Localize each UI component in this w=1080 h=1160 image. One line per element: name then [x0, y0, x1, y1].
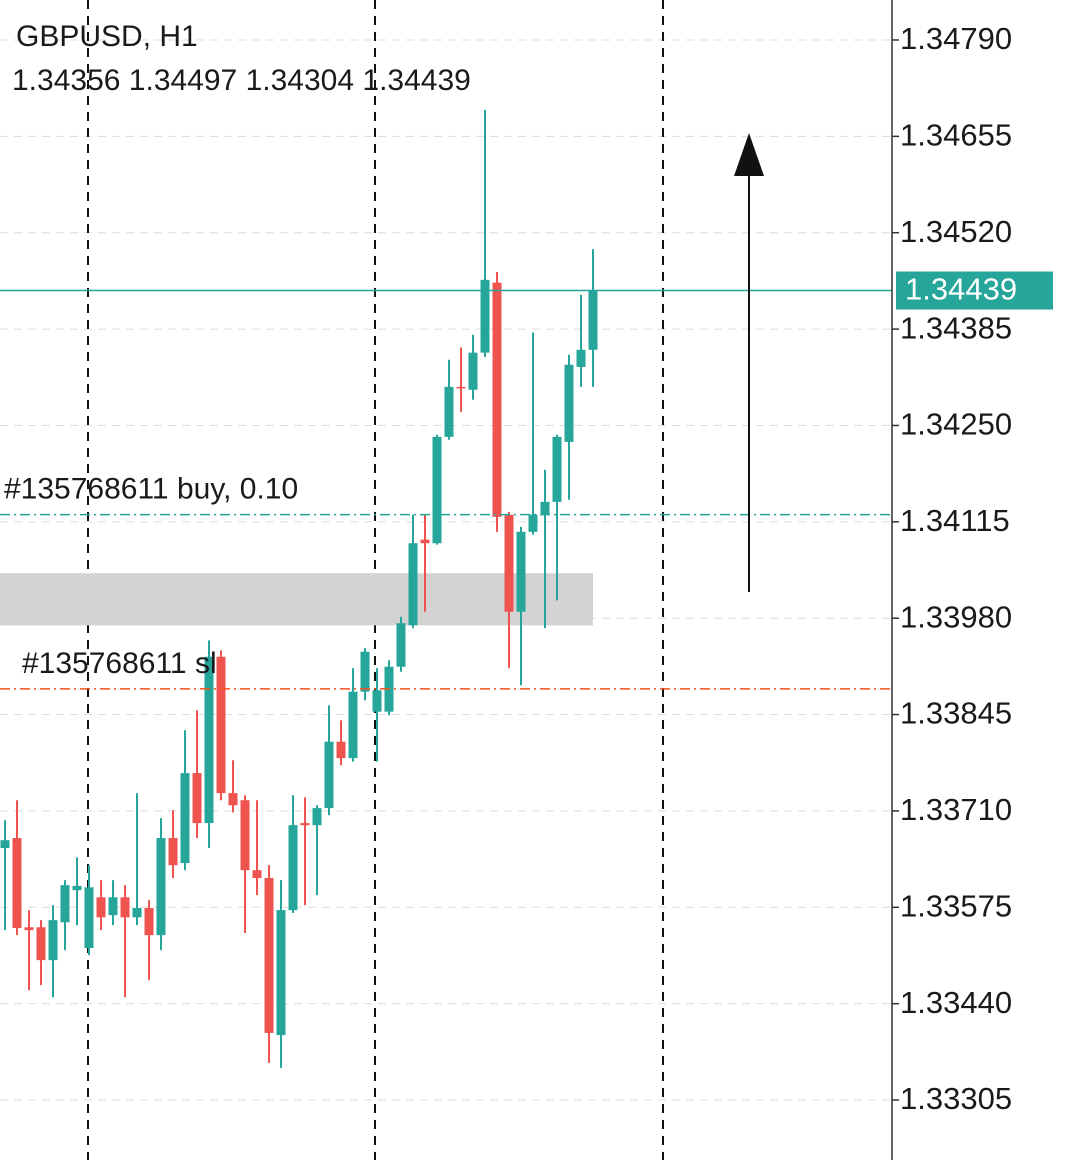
candle-body	[492, 282, 502, 517]
y-tick-label: 1.33980	[900, 599, 1012, 634]
candle-body	[288, 825, 298, 911]
candle-body	[108, 897, 118, 916]
candle-body	[444, 386, 454, 437]
candle-body	[120, 897, 130, 918]
candle-body	[432, 436, 442, 544]
candle-body	[576, 349, 586, 367]
candle-body	[324, 741, 334, 809]
grid	[0, 39, 892, 1101]
candle-body	[12, 838, 22, 928]
y-tick-label: 1.34790	[900, 21, 1012, 56]
price-label: 1.34439	[905, 272, 1017, 307]
candle-body	[252, 870, 262, 879]
candle-body	[528, 514, 538, 532]
candle-body	[396, 623, 406, 667]
y-tick-label: 1.33440	[900, 985, 1012, 1020]
candle-body	[372, 690, 382, 712]
candle-body	[240, 800, 250, 871]
candles	[0, 109, 598, 1068]
candle-body	[480, 279, 490, 353]
y-tick-label: 1.33575	[900, 888, 1012, 923]
y-tick-label: 1.34520	[900, 214, 1012, 249]
candle-body	[204, 656, 214, 824]
ohlc-high: 1.34497	[129, 64, 237, 97]
candle-body	[336, 741, 346, 759]
candle-body	[516, 531, 526, 612]
price-label-box	[896, 271, 1053, 310]
candle-body	[300, 823, 310, 826]
overlay: #135768611 buy, 0.10 #135768611 sl	[0, 289, 892, 690]
ohlc-open: 1.34356	[12, 64, 120, 97]
candle-body	[456, 386, 466, 389]
y-tick-label: 1.33710	[900, 792, 1012, 827]
y-tick-label: 1.34655	[900, 118, 1012, 153]
candle-body	[156, 838, 166, 936]
candle-body	[276, 910, 286, 1036]
candle-body	[84, 887, 94, 948]
candle-body	[144, 908, 154, 936]
zone-rect	[0, 573, 593, 626]
candle-body	[24, 927, 34, 931]
candle-body	[504, 514, 514, 612]
candle-body	[552, 436, 562, 502]
candle-body	[540, 501, 550, 515]
candle-body	[588, 290, 598, 350]
candle-body	[408, 543, 418, 626]
arrow-head	[734, 133, 764, 176]
candle-body	[420, 539, 430, 544]
arrow	[734, 133, 764, 592]
candle-body	[60, 885, 70, 923]
candle-body	[72, 885, 82, 891]
zone	[0, 573, 593, 626]
order-label: #135768611 sl	[22, 647, 217, 680]
y-tick-label: 1.34385	[900, 310, 1012, 345]
candle-body	[36, 927, 46, 961]
candle-body	[216, 656, 226, 794]
candle-body	[264, 878, 274, 1033]
candle-body	[192, 773, 202, 824]
candle-body	[132, 908, 142, 918]
candle-body	[180, 773, 190, 864]
axis-labels: 1.34790 1.34655 1.34520 1.34385 1.34250 1.341…	[892, 21, 1053, 1116]
y-tick-label: 1.34250	[900, 407, 1012, 442]
ohlc-close: 1.34439	[362, 64, 470, 97]
ohlc-readout: 1.34356 1.34497 1.34304 1.34439	[12, 64, 471, 97]
candle-body	[360, 651, 370, 692]
y-tick-label: 1.33305	[900, 1081, 1012, 1116]
candle-body	[168, 838, 178, 866]
candle-body	[48, 920, 58, 961]
candle-body	[0, 840, 10, 849]
candle-body	[564, 364, 574, 442]
ohlc-low: 1.34304	[246, 64, 354, 97]
candle-body	[228, 793, 238, 806]
y-tick-label: 1.33845	[900, 696, 1012, 731]
candle-body	[312, 808, 322, 826]
y-tick-label: 1.34115	[900, 503, 1010, 538]
chart-title: GBPUSD, H1	[16, 20, 198, 53]
candle-body	[348, 691, 358, 759]
candle-body	[96, 897, 106, 918]
candle-body	[468, 352, 478, 390]
order-label: #135768611 buy, 0.10	[4, 473, 298, 506]
